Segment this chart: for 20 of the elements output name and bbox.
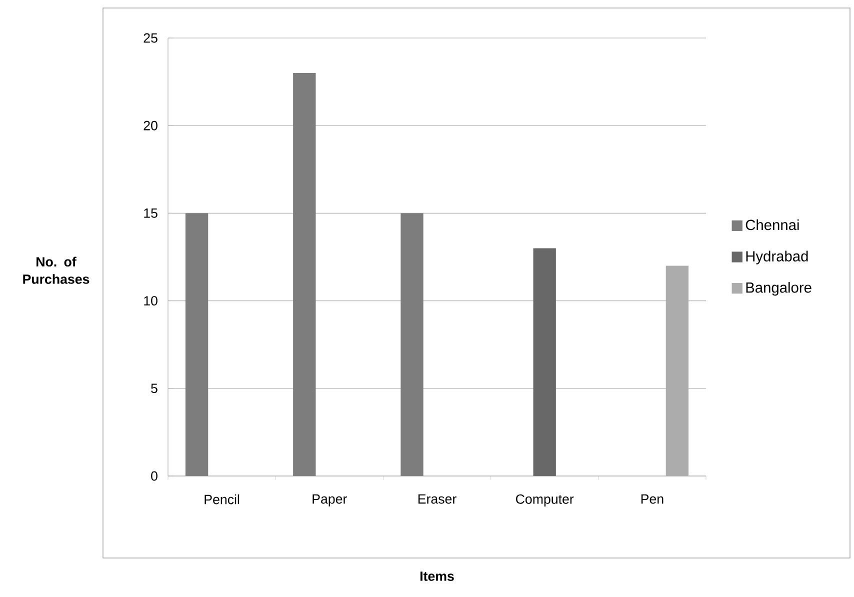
x-tick-label: Pen bbox=[641, 494, 664, 504]
x-axis-title: Items bbox=[420, 572, 454, 581]
bar bbox=[533, 248, 556, 476]
x-tick-label: Paper bbox=[312, 494, 347, 506]
x-tick-label: Pencil bbox=[204, 494, 240, 504]
y-tick-label: 10 bbox=[144, 296, 158, 306]
y-axis-title: No. of Purchases bbox=[23, 256, 90, 284]
legend-label: Hydrabad bbox=[746, 250, 808, 264]
x-tick-label: Computer bbox=[516, 494, 574, 506]
bar bbox=[185, 213, 208, 476]
x-tick-label: Eraser bbox=[418, 494, 456, 504]
bar bbox=[293, 73, 316, 476]
y-tick-label: 25 bbox=[144, 33, 158, 43]
y-tick-label: 15 bbox=[144, 208, 158, 218]
y-tick-label: 20 bbox=[144, 120, 158, 130]
legend-label: Bangalore bbox=[746, 282, 812, 296]
bar bbox=[400, 213, 424, 476]
legend-label: Chennai bbox=[746, 219, 799, 230]
y-tick-label: 5 bbox=[151, 384, 158, 394]
y-tick-label: 0 bbox=[151, 471, 158, 481]
